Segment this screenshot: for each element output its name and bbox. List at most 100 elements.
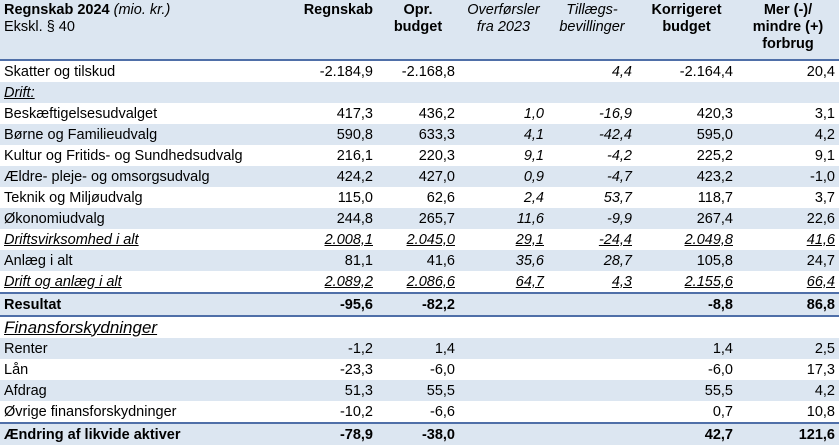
cell-mer-mindre: 4,2 [737, 380, 839, 401]
cell-korrigeret: -8,8 [636, 292, 737, 317]
cell-korrigeret: 225,2 [636, 145, 737, 166]
cell-regnskab: 417,3 [281, 103, 377, 124]
cell-opr-budget: 55,5 [377, 380, 459, 401]
row-label: Beskæftigelsesudvalget [0, 103, 281, 124]
subtotal-row: Driftsvirksomhed i alt 2.008,1 2.045,0 2… [0, 229, 839, 250]
col-header-korrigeret-budget: Korrigeret budget [636, 0, 737, 61]
cell-regnskab: 590,8 [281, 124, 377, 145]
cell-tillaeg: 4,3 [548, 271, 636, 293]
row-label: Øvrige finansforskydninger [0, 401, 281, 423]
cell-regnskab: 51,3 [281, 380, 377, 401]
cell-mer-mindre: -1,0 [737, 166, 839, 187]
cell-overforsler [459, 82, 548, 103]
col-header-mer-mindre-forbrug: Mer (-)/ mindre (+) forbrug [737, 0, 839, 61]
cell-overforsler [459, 359, 548, 380]
result-row: Resultat -95,6 -82,2 -8,8 86,8 [0, 292, 839, 317]
cell-mer-mindre: 20,4 [737, 60, 839, 82]
cell-tillaeg [548, 338, 636, 359]
cell-tillaeg [548, 380, 636, 401]
cell-tillaeg [548, 422, 636, 445]
table-row: Økonomiudvalg 244,8 265,7 11,6 -9,9 267,… [0, 208, 839, 229]
cell-overforsler [459, 60, 548, 82]
cell-tillaeg: -9,9 [548, 208, 636, 229]
cell-mer-mindre: 4,2 [737, 124, 839, 145]
cell-regnskab: 244,8 [281, 208, 377, 229]
cell-mer-mindre: 10,8 [737, 401, 839, 423]
cell-korrigeret: -6,0 [636, 359, 737, 380]
col-header-overforsler: Overførsler fra 2023 [459, 0, 548, 61]
cell-tillaeg: 4,4 [548, 60, 636, 82]
cell-overforsler: 29,1 [459, 229, 548, 250]
cell-regnskab: 115,0 [281, 187, 377, 208]
cell-regnskab: 81,1 [281, 250, 377, 271]
cell-mer-mindre: 66,4 [737, 271, 839, 293]
table-row: Finansforskydninger [0, 316, 839, 338]
cell-opr-budget: 2.086,6 [377, 271, 459, 293]
cell-regnskab: 424,2 [281, 166, 377, 187]
cell-overforsler: 0,9 [459, 166, 548, 187]
cell-opr-budget [377, 316, 459, 338]
cell-mer-mindre: 121,6 [737, 422, 839, 445]
cell-korrigeret: 420,3 [636, 103, 737, 124]
cell-tillaeg [548, 82, 636, 103]
cell-opr-budget: 436,2 [377, 103, 459, 124]
cell-regnskab: -23,3 [281, 359, 377, 380]
col-header-regnskab: Regnskab [281, 0, 377, 61]
row-label: Anlæg i alt [0, 250, 281, 271]
cell-regnskab [281, 82, 377, 103]
row-label: Afdrag [0, 380, 281, 401]
cell-regnskab: 2.008,1 [281, 229, 377, 250]
cell-mer-mindre: 2,5 [737, 338, 839, 359]
table-row: Børne og Familieudvalg 590,8 633,3 4,1 -… [0, 124, 839, 145]
table-title-unit: (mio. kr.) [113, 2, 171, 18]
row-label: Økonomiudvalg [0, 208, 281, 229]
table-row: Drift: [0, 82, 839, 103]
row-label: Lån [0, 359, 281, 380]
cell-korrigeret: 118,7 [636, 187, 737, 208]
cell-opr-budget: -38,0 [377, 422, 459, 445]
cell-opr-budget: 220,3 [377, 145, 459, 166]
table-title: Regnskab 2024 [4, 2, 110, 18]
cell-tillaeg [548, 359, 636, 380]
cell-overforsler: 35,6 [459, 250, 548, 271]
cell-korrigeret [636, 316, 737, 338]
table-subtitle: Ekskl. § 40 [4, 19, 75, 35]
row-label: Ældre- pleje- og omsorgsudvalg [0, 166, 281, 187]
cell-korrigeret: 0,7 [636, 401, 737, 423]
table-row: Øvrige finansforskydninger -10,2 -6,6 0,… [0, 401, 839, 423]
cell-overforsler [459, 422, 548, 445]
cell-opr-budget: 1,4 [377, 338, 459, 359]
col-header-tillaegsbevillinger: Tillægs- bevillinger [548, 0, 636, 61]
cell-regnskab: -78,9 [281, 422, 377, 445]
cell-regnskab: -10,2 [281, 401, 377, 423]
cell-opr-budget: -6,6 [377, 401, 459, 423]
cell-overforsler: 64,7 [459, 271, 548, 293]
cell-tillaeg: -24,4 [548, 229, 636, 250]
cell-mer-mindre: 3,1 [737, 103, 839, 124]
cell-mer-mindre: 41,6 [737, 229, 839, 250]
cell-overforsler: 11,6 [459, 208, 548, 229]
table-title-cell: Regnskab 2024 (mio. kr.) Ekskl. § 40 [0, 0, 281, 61]
row-label: Drift og anlæg i alt [0, 271, 281, 293]
cell-mer-mindre: 86,8 [737, 292, 839, 317]
cell-tillaeg [548, 316, 636, 338]
cell-mer-mindre: 22,6 [737, 208, 839, 229]
cell-regnskab: -2.184,9 [281, 60, 377, 82]
table-row: Kultur og Fritids- og Sundhedsudvalg 216… [0, 145, 839, 166]
cell-opr-budget: -6,0 [377, 359, 459, 380]
row-label: Resultat [0, 292, 281, 317]
cell-opr-budget [377, 82, 459, 103]
total-row: Ændring af likvide aktiver -78,9 -38,0 4… [0, 422, 839, 445]
cell-overforsler: 2,4 [459, 187, 548, 208]
cell-korrigeret: -2.164,4 [636, 60, 737, 82]
cell-mer-mindre [737, 316, 839, 338]
table-row: Skatter og tilskud -2.184,9 -2.168,8 4,4… [0, 60, 839, 82]
col-header-opr-budget: Opr. budget [377, 0, 459, 61]
row-label: Ændring af likvide aktiver [0, 422, 281, 445]
cell-korrigeret: 2.155,6 [636, 271, 737, 293]
cell-opr-budget: 265,7 [377, 208, 459, 229]
cell-mer-mindre [737, 82, 839, 103]
cell-overforsler [459, 380, 548, 401]
table-row: Anlæg i alt 81,1 41,6 35,6 28,7 105,8 24… [0, 250, 839, 271]
cell-overforsler: 9,1 [459, 145, 548, 166]
